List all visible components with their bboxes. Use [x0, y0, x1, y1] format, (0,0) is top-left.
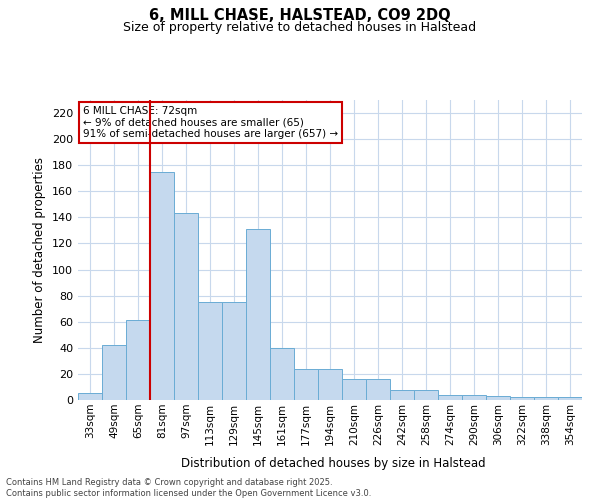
Text: 6, MILL CHASE, HALSTEAD, CO9 2DQ: 6, MILL CHASE, HALSTEAD, CO9 2DQ: [149, 8, 451, 22]
Bar: [198, 302, 222, 400]
Y-axis label: Number of detached properties: Number of detached properties: [34, 157, 46, 343]
Bar: [246, 229, 270, 400]
Bar: [174, 214, 198, 400]
Bar: [390, 390, 414, 400]
Text: 6 MILL CHASE: 72sqm
← 9% of detached houses are smaller (65)
91% of semi-detache: 6 MILL CHASE: 72sqm ← 9% of detached hou…: [83, 106, 338, 139]
Bar: [462, 395, 486, 400]
Text: Size of property relative to detached houses in Halstead: Size of property relative to detached ho…: [124, 21, 476, 34]
Text: Contains HM Land Registry data © Crown copyright and database right 2025.
Contai: Contains HM Land Registry data © Crown c…: [6, 478, 371, 498]
Bar: [558, 398, 582, 400]
Bar: [294, 368, 318, 400]
Bar: [222, 302, 246, 400]
Bar: [318, 368, 342, 400]
Bar: [102, 345, 126, 400]
Bar: [150, 172, 174, 400]
Bar: [510, 398, 534, 400]
Bar: [414, 390, 438, 400]
Bar: [366, 379, 390, 400]
Bar: [78, 394, 102, 400]
Bar: [486, 396, 510, 400]
Bar: [534, 398, 558, 400]
Bar: [126, 320, 150, 400]
Bar: [342, 379, 366, 400]
Bar: [438, 395, 462, 400]
Text: Distribution of detached houses by size in Halstead: Distribution of detached houses by size …: [181, 458, 485, 470]
Bar: [270, 348, 294, 400]
